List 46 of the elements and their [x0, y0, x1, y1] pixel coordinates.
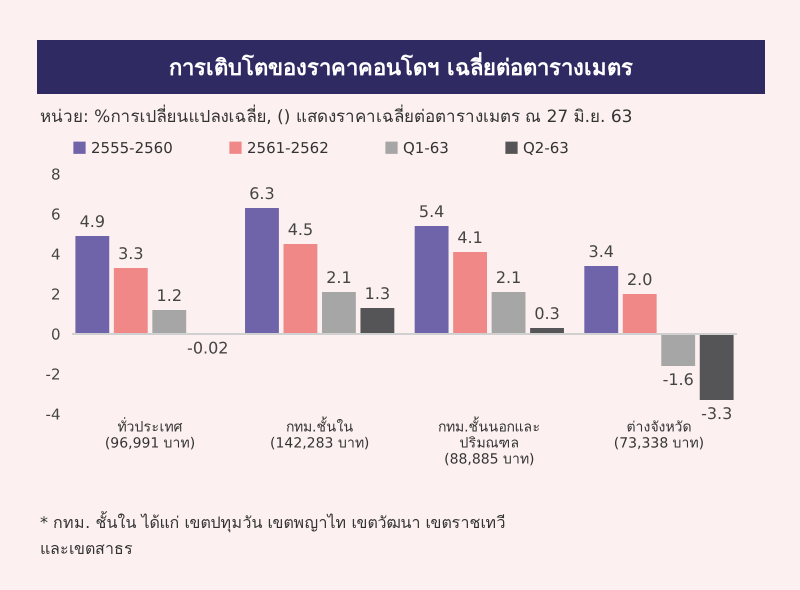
data-label: 2.1: [496, 268, 522, 287]
data-label: 3.4: [588, 242, 614, 261]
bar: [284, 244, 318, 334]
y-tick-label: 4: [50, 246, 60, 264]
bar: [622, 294, 657, 334]
bar: [492, 292, 526, 334]
text: * กทม. ชั้นใน ได้แก่ เขตปทุมวัน เขตพญาไท เขตวัฒนา เขตราชเทวี และเขตสาธร: [40, 510, 506, 560]
bar: [360, 308, 394, 334]
data-label: 4.5: [288, 220, 314, 239]
y-tick-label: -4: [46, 406, 60, 424]
data-label: 6.3: [249, 184, 275, 203]
bar: [322, 292, 356, 334]
bar: [661, 334, 696, 366]
chart-subtitle: หน่วย: %การเปลี่ยนแปลงเฉลี่ย, () แสดงราคาเฉลี่ยต่อตารางเมตร ณ 27 มิ.ย. 63: [40, 104, 632, 129]
data-label: 1.2: [156, 286, 182, 305]
y-tick-label: -2: [46, 366, 60, 384]
legend-label: Q1-63: [403, 138, 449, 157]
data-label: 2.0: [627, 270, 652, 289]
data-label: 4.9: [80, 212, 106, 231]
y-tick-label: 8: [50, 166, 60, 184]
bar: [700, 334, 734, 400]
data-label: 3.3: [118, 244, 144, 263]
data-label: 4.1: [457, 228, 483, 247]
legend-label: 2555-2560: [91, 138, 173, 157]
data-label: 0.3: [534, 304, 560, 323]
bar: [114, 268, 148, 334]
data-label: -0.02: [187, 338, 228, 358]
bar: [453, 252, 488, 334]
x-tick-label: ทั่วประเทศ (96,991 บาท): [104, 418, 196, 452]
y-tick-label: 0: [50, 326, 60, 344]
data-label: 1.3: [364, 284, 390, 303]
chart-title: การเติบโตของราคาคอนโดฯ เฉลี่ยต่อตารางเมตร: [37, 40, 765, 94]
bar: [152, 310, 186, 334]
data-label: 2.1: [326, 268, 352, 287]
bar: [75, 236, 110, 334]
bar: [414, 226, 449, 334]
data-label: 5.4: [418, 202, 444, 221]
y-tick-label: 2: [50, 286, 60, 304]
legend-label: Q2-63: [523, 138, 569, 157]
data-label: -1.6: [662, 370, 694, 389]
y-tick-label: 6: [50, 206, 60, 224]
x-tick-label: กทม.ชั้นใน (142,283 บาท): [270, 416, 370, 452]
bar: [245, 208, 279, 334]
legend-label: 2561-2562: [247, 138, 329, 157]
x-tick-label: กทม.ชั้นนอกและ ปริมณฑล (88,885 บาท): [438, 416, 541, 468]
bar: [584, 266, 618, 334]
